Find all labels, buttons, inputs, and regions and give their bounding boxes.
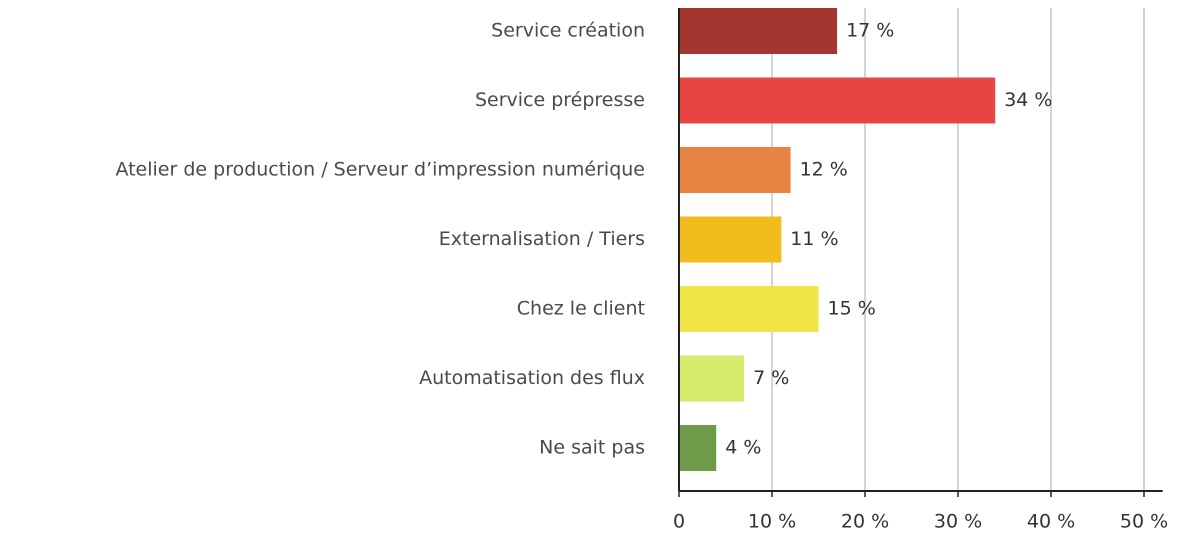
bar [679,355,745,402]
x-tick-label: 10 % [748,511,796,533]
category-label: Ne sait pas [539,437,645,459]
bar [679,425,717,471]
value-label: 15 % [828,298,876,320]
x-tick-label: 40 % [1027,511,1075,533]
x-tick-label: 50 % [1120,511,1168,533]
value-label: 34 % [1004,89,1052,111]
bar [679,77,996,124]
category-label: Atelier de production / Serveur d’impres… [115,159,645,181]
value-label: 4 % [725,437,761,459]
value-label: 17 % [846,20,894,42]
category-label: Automatisation des flux [419,367,645,389]
category-label: Service prépresse [475,89,645,111]
value-label: 12 % [800,159,848,181]
bar [679,286,819,332]
x-tick-label: 0 [673,511,685,533]
x-tick-label: 30 % [934,511,982,533]
bar [679,8,838,54]
category-label: Service création [491,20,645,42]
bar [679,147,791,193]
value-label: 11 % [790,228,838,250]
bar [679,216,782,263]
category-label: Chez le client [517,298,645,320]
value-label: 7 % [753,367,789,389]
x-tick-label: 20 % [841,511,889,533]
category-label: Externalisation / Tiers [439,228,645,250]
